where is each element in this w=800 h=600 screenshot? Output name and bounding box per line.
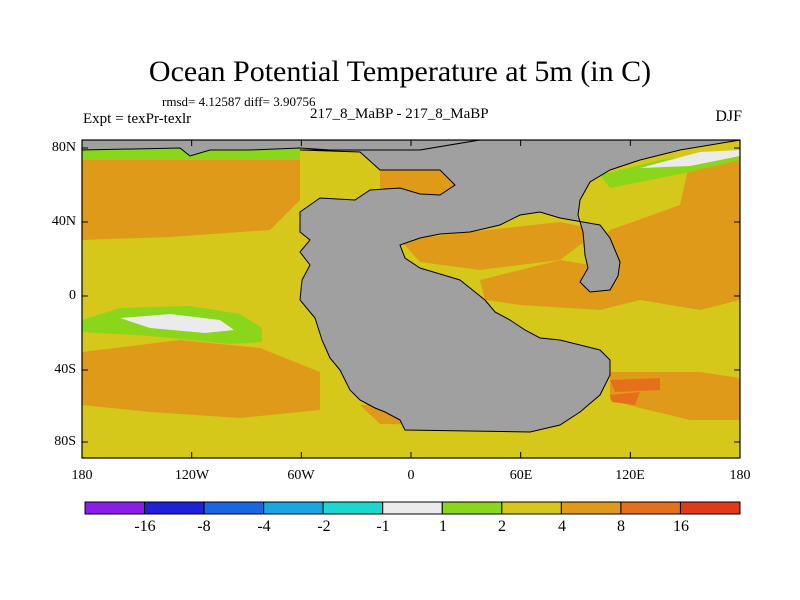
landmass-main	[299, 139, 741, 433]
y-ticks	[82, 147, 740, 443]
comparison-label: 217_8_MaBP - 217_8_MaBP	[310, 106, 489, 122]
season-label: DJF	[715, 108, 742, 125]
colorbar-label: 16	[673, 518, 689, 535]
stats-text: rmsd= 4.12587 diff= 3.90756	[162, 94, 316, 109]
x-label-60e: 60E	[509, 468, 533, 483]
colorbar-swatch	[84, 501, 146, 515]
colorbar-swatch	[144, 501, 205, 515]
colorbar-swatch	[620, 501, 681, 515]
colorbar-swatch	[679, 501, 741, 515]
y-label-80n: 80N	[51, 140, 76, 155]
experiment-label: Expt = texPr-texlr	[83, 111, 192, 127]
colorbar-label: -8	[197, 518, 211, 535]
x-label-120e: 120E	[615, 468, 645, 483]
y-label-40n: 40N	[51, 214, 76, 229]
x-label-180e: 180	[729, 468, 751, 483]
y-label-40s: 40S	[54, 362, 76, 377]
x-label-120w: 120W	[174, 468, 210, 483]
colorbar-swatch	[501, 501, 562, 515]
colorbar-label: 8	[617, 518, 625, 535]
colorbar-label: 1	[439, 518, 447, 535]
colorbar-swatch	[382, 501, 443, 515]
y-label-80s: 80S	[54, 434, 76, 449]
colorbar-swatch	[560, 501, 622, 515]
x-label-0: 0	[407, 468, 415, 483]
colorbar	[84, 501, 741, 515]
colorbar-label: -2	[317, 518, 331, 535]
colorbar-label: 4	[558, 518, 566, 535]
x-label-180w: 180	[71, 468, 93, 483]
colorbar-label: 2	[498, 518, 506, 535]
map-title: Ocean Potential Temperature at 5m (in C)	[148, 55, 652, 88]
colorbar-label: -16	[134, 518, 156, 535]
colorbar-swatch	[263, 501, 324, 515]
colorbar-label: -1	[376, 518, 390, 535]
land-masses	[81, 139, 741, 433]
colorbar-swatch	[203, 501, 265, 515]
y-label-0: 0	[69, 288, 76, 303]
x-label-60w: 60W	[287, 468, 315, 483]
colorbar-swatch	[441, 501, 503, 515]
colorbar-label: -4	[257, 518, 271, 535]
x-ticks	[81, 140, 741, 458]
colorbar-swatch	[322, 501, 384, 515]
